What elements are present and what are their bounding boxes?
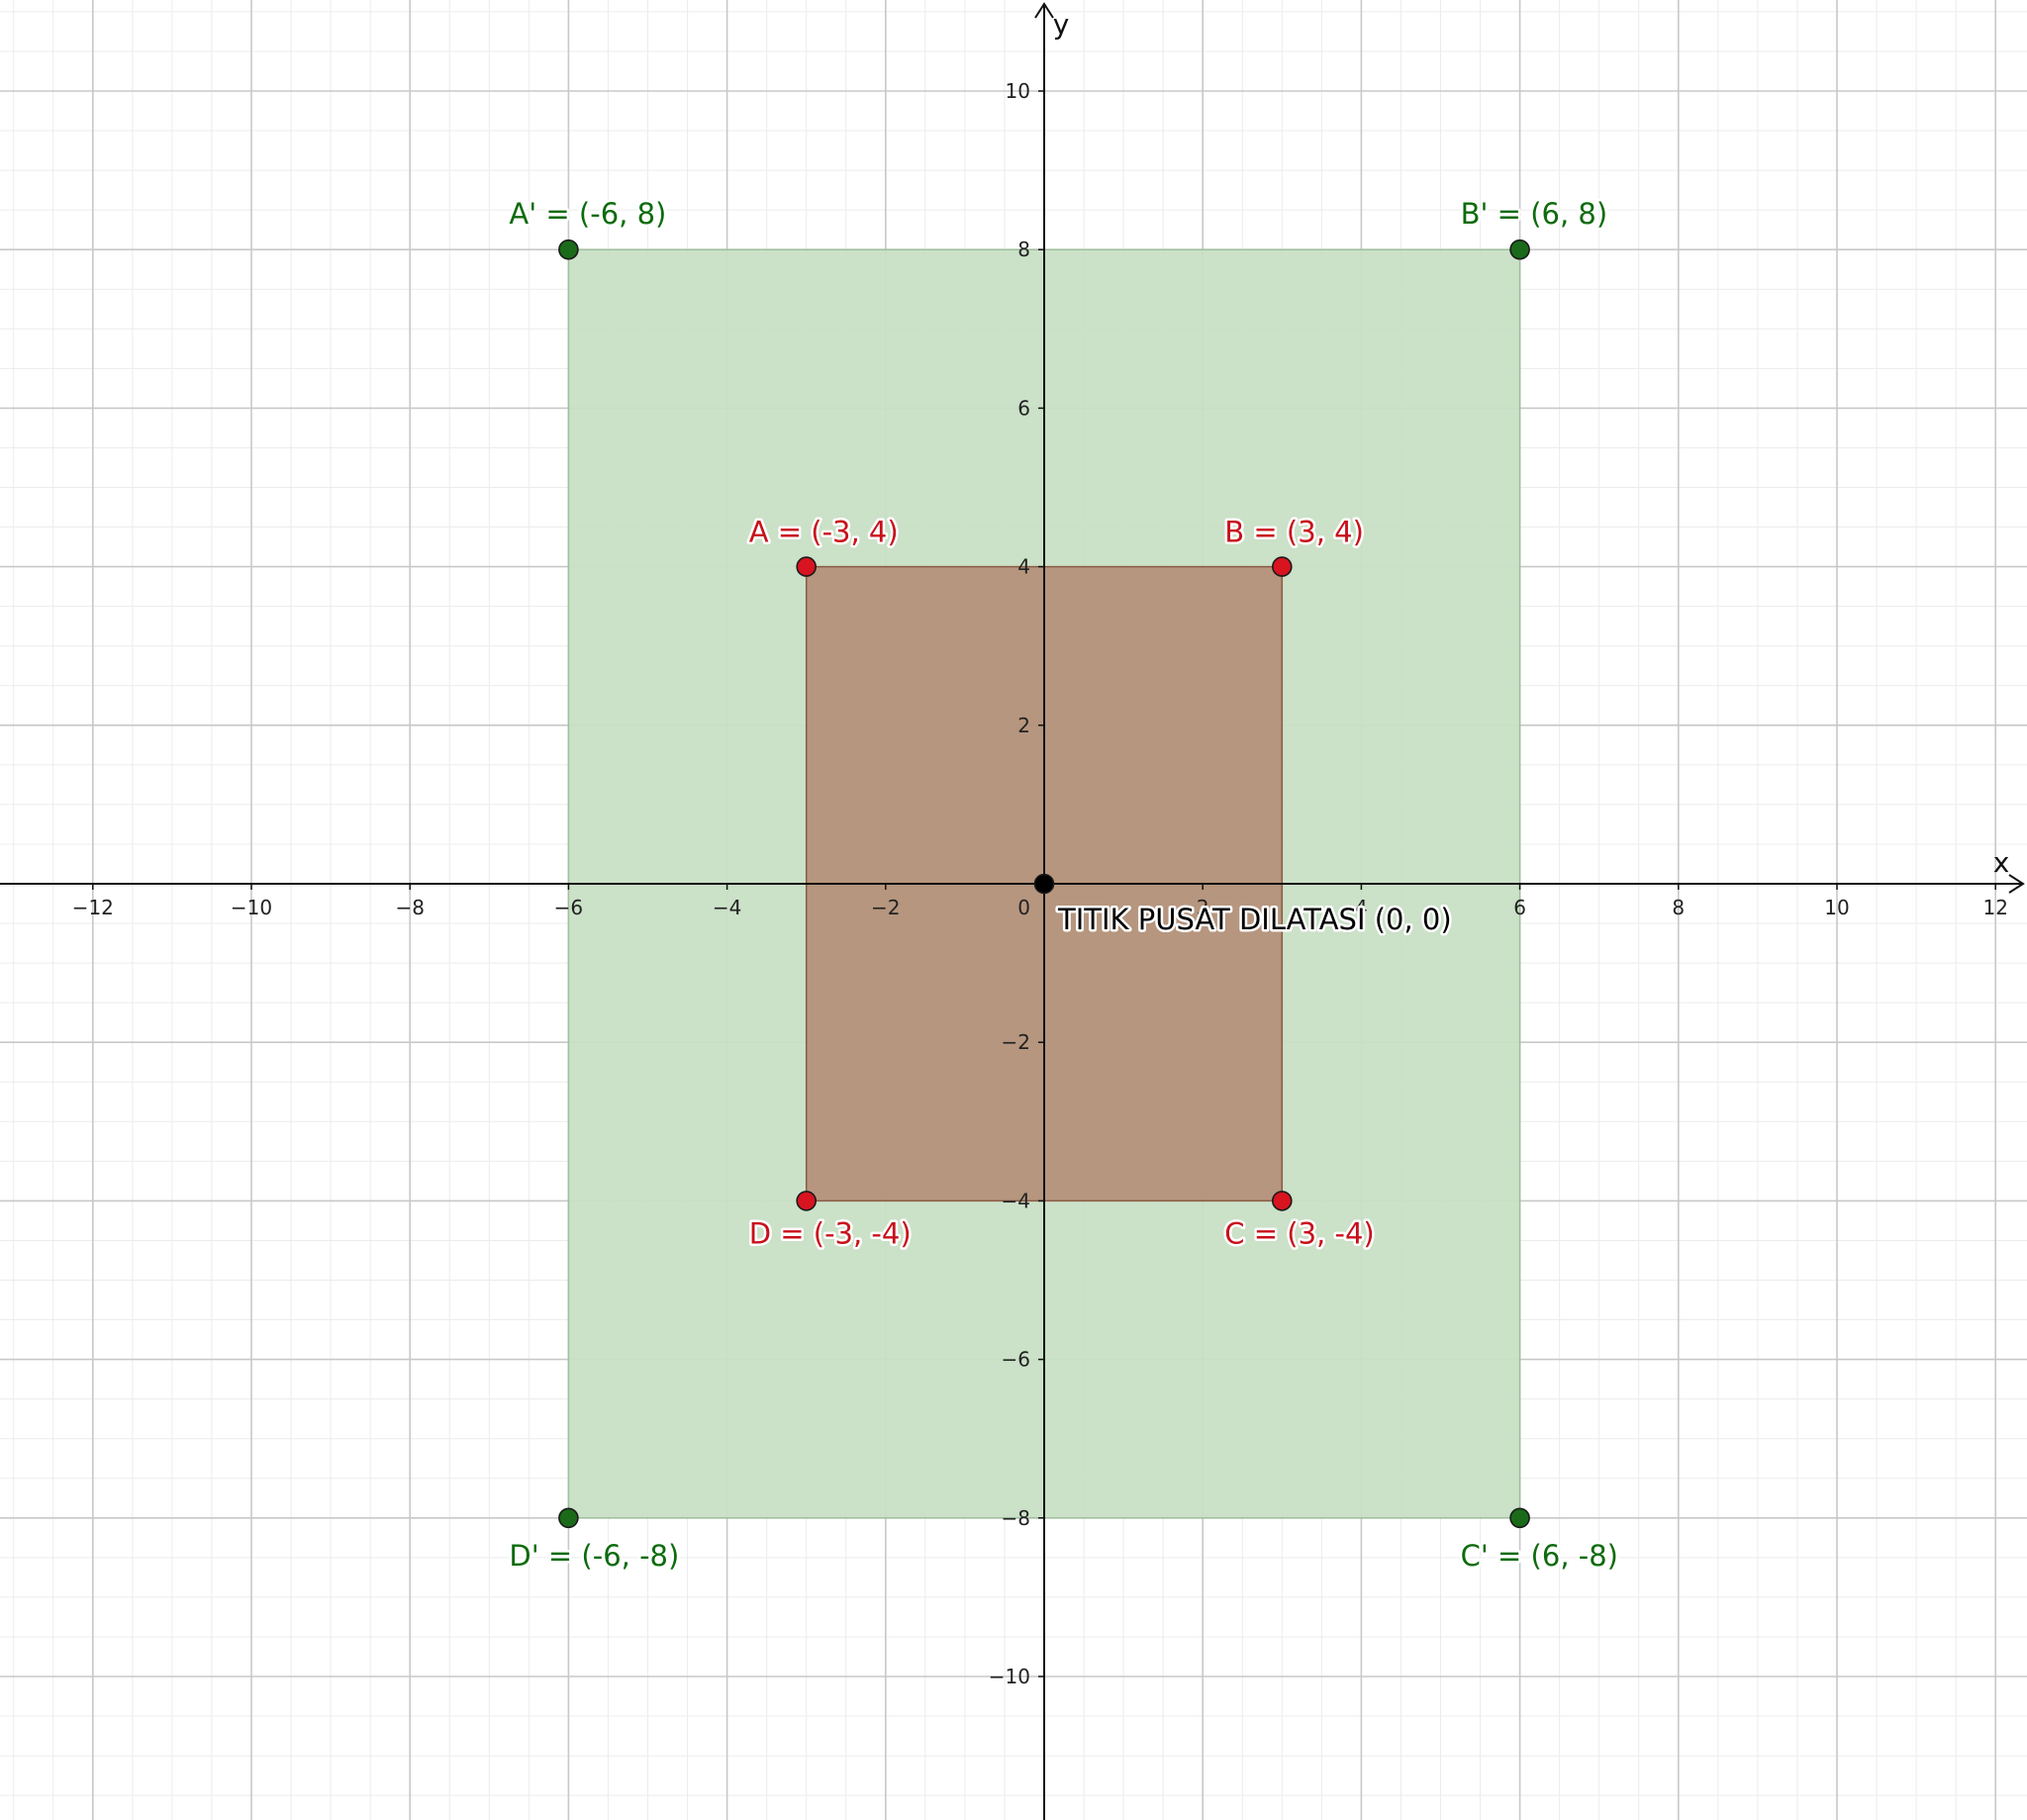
x-tick-label: 6 — [1513, 896, 1526, 919]
label-b: B = (3, 4) — [1224, 516, 1364, 549]
point-d — [796, 1191, 818, 1211]
point-b — [1272, 556, 1293, 577]
x-tick-label: −8 — [395, 896, 424, 919]
y-tick-label: 10 — [1006, 79, 1030, 103]
point-a — [796, 556, 818, 577]
label-c: C = (3, -4) — [1224, 1216, 1374, 1250]
x-tick-label: 2 — [1197, 896, 1209, 919]
x-tick-label: −4 — [713, 896, 741, 919]
x-tick-label: 4 — [1355, 896, 1368, 919]
y-tick-label: 4 — [1017, 555, 1030, 579]
center-label: TITIK PUSAT DILATASI (0, 0) — [1057, 903, 1452, 936]
label-a-prime: A' = (-6, 8) — [509, 197, 666, 231]
y-tick-label: 6 — [1017, 396, 1030, 420]
x-tick-label: 8 — [1672, 896, 1685, 919]
y-tick-label: −4 — [1002, 1189, 1030, 1212]
y-tick-label: −2 — [1002, 1030, 1030, 1054]
origin-label: 0 — [1017, 896, 1030, 919]
label-d: D = (-3, -4) — [749, 1216, 912, 1250]
point-c — [1272, 1191, 1293, 1211]
label-c-prime: C' = (6, -8) — [1461, 1539, 1618, 1573]
y-tick-label: −8 — [1002, 1506, 1030, 1530]
x-axis-arrow — [2008, 874, 2025, 894]
y-axis-arrow — [1034, 2, 1054, 19]
points — [558, 239, 1530, 1529]
point-labels: A' = (-6, 8) B' = (6, 8) C' = (6, -8) D' = … — [507, 195, 1621, 1576]
x-tick-label: −6 — [554, 896, 583, 919]
y-tick-label: −10 — [989, 1665, 1030, 1688]
x-tick-label: 10 — [1824, 896, 1849, 919]
point-a-prime — [558, 239, 579, 260]
y-tick-label: −6 — [1002, 1348, 1030, 1372]
point-c-prime — [1509, 1507, 1530, 1529]
label-b-prime: B' = (6, 8) — [1461, 197, 1608, 231]
tick-labels: −12 −10 −8 −6 −4 −2 2 4 6 8 10 12 10 8 6 4 2 −2 −4 −6 −8 −10 0… — [72, 8, 2010, 1688]
y-tick-label: 2 — [1017, 714, 1030, 737]
y-tick-label: 8 — [1017, 238, 1030, 261]
x-tick-label: 12 — [1982, 896, 2007, 919]
point-b-prime — [1509, 239, 1530, 260]
x-tick-label: −12 — [72, 896, 114, 919]
label-a: A = (-3, 4) — [749, 516, 899, 549]
x-axis-label: x — [1993, 846, 2010, 879]
label-d-prime: D' = (-6, -8) — [509, 1539, 679, 1573]
center-point — [1033, 873, 1055, 895]
x-tick-label: −10 — [231, 896, 272, 919]
x-tick-label: −2 — [871, 896, 900, 919]
point-d-prime — [558, 1507, 579, 1529]
y-axis-label: y — [1053, 8, 1070, 41]
